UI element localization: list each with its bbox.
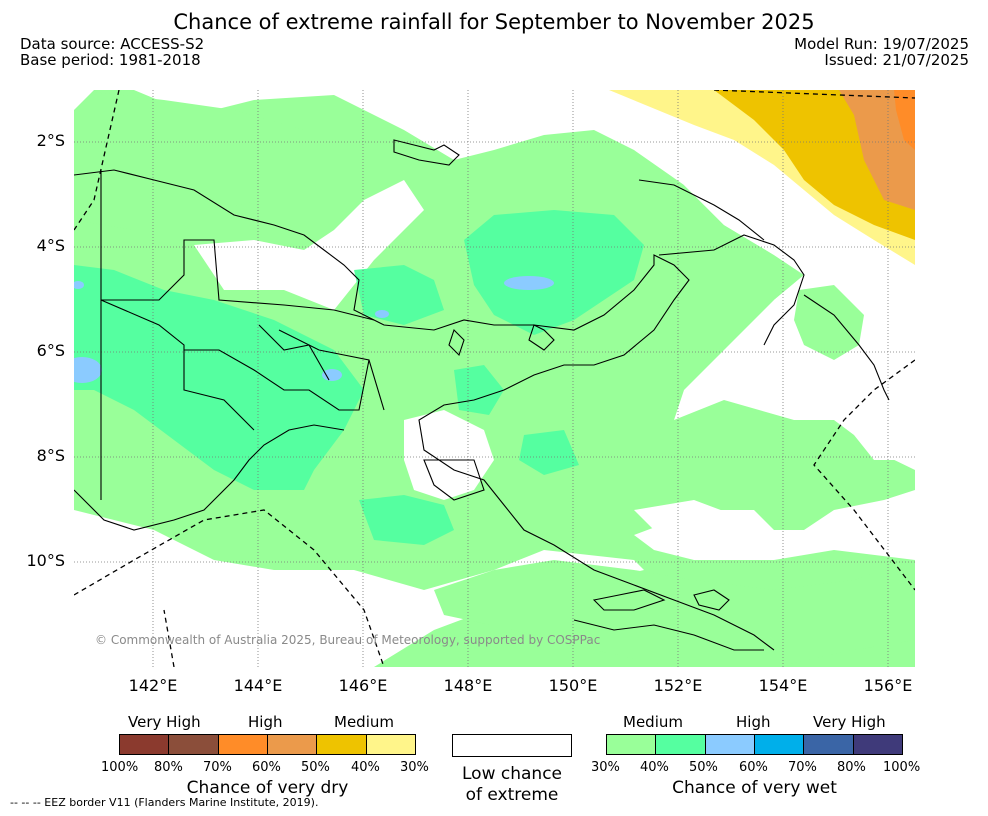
low-chance-white-6: [74, 90, 94, 110]
dry-header-medium: Medium: [334, 713, 394, 731]
dry-swatch-1: [120, 735, 170, 754]
wet-swatch-2: [656, 735, 706, 754]
wet-high-spot-3: [322, 369, 342, 381]
lat-label-4s: 4°S: [36, 236, 65, 255]
lat-label-8s: 8°S: [36, 446, 65, 465]
dry-caption: Chance of very dry: [186, 778, 349, 798]
wet-swatch-3: [705, 735, 755, 754]
wet-swatch-1: [607, 735, 657, 754]
low-chance-white-5: [74, 510, 644, 667]
wet-swatch-6: [853, 735, 902, 754]
wet-medium-dark-north: [464, 210, 644, 335]
lon-label-152e: 152°E: [653, 676, 703, 695]
low-chance-white-1: [194, 180, 424, 310]
data-source: Data source: ACCESS-S2: [20, 35, 205, 53]
wet-swatch-4: [754, 735, 805, 754]
lat-label-10s: 10°S: [26, 551, 65, 570]
low-chance-caption-line2: of extreme: [465, 785, 559, 805]
eez-borders: [74, 90, 915, 667]
run-info: Model Run: 19/07/2025 Issued: 21/07/2025: [794, 36, 969, 68]
model-run: Model Run: 19/07/2025: [794, 35, 969, 53]
dry-swatch-2: [169, 735, 219, 754]
dry-swatch-3: [218, 735, 268, 754]
dry-swatch-6: [366, 735, 415, 754]
dry-header-very-high: Very High: [128, 713, 201, 731]
chart-title: Chance of extreme rainfall for September…: [173, 10, 815, 34]
dry-tick: 80%: [154, 760, 183, 775]
wet-tick: 60%: [739, 760, 768, 775]
wet-tick: 80%: [837, 760, 866, 775]
wet-medium-dark-coast: [359, 495, 454, 545]
dry-high-region: [894, 90, 915, 150]
low-chance-caption-line1: Low chance: [462, 764, 562, 784]
lat-label-6s: 6°S: [36, 341, 65, 360]
rainfall-map: [74, 90, 915, 667]
wet-medium-dark-centre: [354, 265, 444, 325]
wet-medium-southeast: [434, 560, 915, 667]
wet-medium-northwest: [74, 90, 324, 240]
wet-header-medium: Medium: [623, 713, 683, 731]
dry-tick: 40%: [351, 760, 380, 775]
copyright-text: © Commonwealth of Australia 2025, Bureau…: [95, 633, 601, 647]
dry-tick: 60%: [252, 760, 281, 775]
wet-swatch-5: [804, 735, 854, 754]
wet-high-spot-1: [504, 276, 554, 290]
lon-label-142e: 142°E: [128, 676, 178, 695]
dry-header-high: High: [248, 713, 283, 731]
wet-tick: 30%: [591, 760, 620, 775]
lat-label-2s: 2°S: [36, 131, 65, 150]
dry-tick: 30%: [400, 760, 429, 775]
eez-border-note: -- -- -- EEZ border V11 (Flanders Marine…: [10, 796, 319, 809]
wet-high-spot-5: [74, 281, 84, 289]
wet-header-high: High: [736, 713, 771, 731]
wet-caption: Chance of very wet: [672, 778, 837, 798]
low-chance-white-4: [634, 500, 734, 535]
dry-colorbar: [119, 734, 416, 755]
wet-tick: 70%: [788, 760, 817, 775]
dry-tick: 50%: [301, 760, 330, 775]
wet-high-spot-2: [74, 357, 102, 383]
map-canvas: [74, 90, 915, 667]
dry-tick: 100%: [101, 760, 139, 775]
dry-swatch-5: [317, 735, 367, 754]
dry-swatch-4: [267, 735, 318, 754]
lon-label-144e: 144°E: [233, 676, 283, 695]
lon-label-150e: 150°E: [548, 676, 598, 695]
low-chance-swatch: [452, 734, 572, 757]
source-info: Data source: ACCESS-S2 Base period: 1981…: [20, 36, 204, 68]
graticule: [74, 90, 915, 667]
wet-medium-dark-west: [74, 265, 364, 490]
coastlines: [74, 139, 890, 651]
wet-medium-dark-south: [519, 430, 579, 475]
wet-tick: 100%: [883, 760, 921, 775]
wet-high-spot-4: [375, 310, 389, 318]
wet-header-very-high: Very High: [813, 713, 886, 731]
wet-tick: 40%: [640, 760, 669, 775]
wet-medium-dark-east: [454, 365, 504, 415]
lon-label-146e: 146°E: [338, 676, 388, 695]
lon-label-156e: 156°E: [863, 676, 913, 695]
issued-date: Issued: 21/07/2025: [824, 51, 969, 69]
dry-high-light-region: [839, 90, 915, 210]
lon-label-148e: 148°E: [443, 676, 493, 695]
low-chance-white-3: [404, 410, 494, 500]
wet-tick: 50%: [689, 760, 718, 775]
base-period: Base period: 1981-2018: [20, 51, 201, 69]
wet-colorbar: [606, 734, 903, 755]
wet-medium-newireland: [794, 285, 864, 360]
low-chance-caption: Low chance of extreme: [432, 764, 592, 806]
lon-label-154e: 154°E: [758, 676, 808, 695]
dry-tick: 70%: [203, 760, 232, 775]
